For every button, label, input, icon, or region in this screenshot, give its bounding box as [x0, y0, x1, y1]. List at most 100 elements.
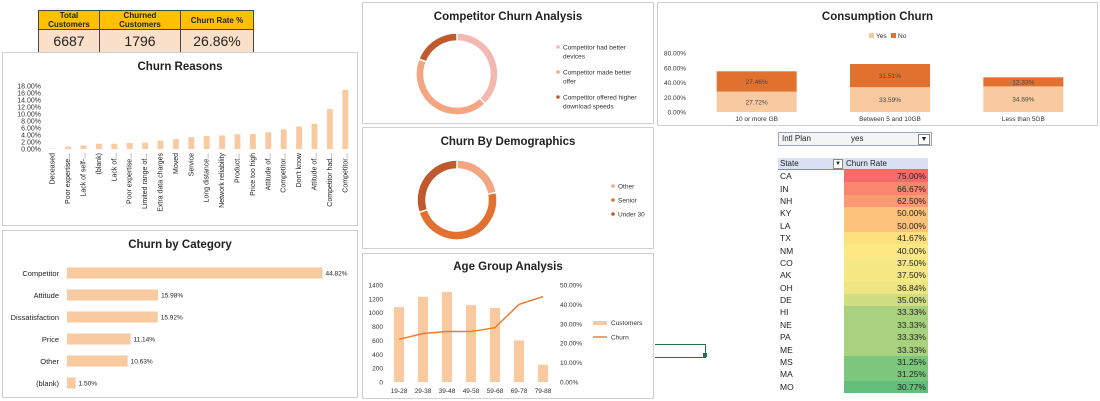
churn-rate-cell: 41.67% [844, 231, 928, 245]
table-row: IN 66.67% [778, 182, 928, 195]
x-tick-label: Between 5 and 10GB [859, 116, 921, 123]
y-tick-label: 2.00% [21, 140, 41, 147]
churn-line [398, 295, 544, 341]
churn-rate-cell: 33.33% [844, 318, 928, 332]
y-tick-label: 14.00% [17, 98, 41, 105]
x-tick-label: Product... [235, 153, 242, 183]
x-tick-label: Price too high [250, 153, 257, 196]
y-tick-label: 16.00% [17, 91, 41, 98]
x-tick-label: Lack of self-... [81, 153, 88, 197]
y-tick-label: 400 [372, 352, 383, 359]
bar-yes [983, 86, 1064, 112]
y-tick-label: 6.00% [21, 126, 41, 133]
legend-marker [611, 212, 615, 216]
category-label: Other [40, 357, 59, 366]
churn-rate-cell: 35.00% [844, 293, 928, 307]
demographics-panel[interactable]: Churn By Demographics Other Senior Under 3… [362, 127, 654, 249]
y-tick-label: 1200 [369, 296, 384, 303]
y-tick-label: 20.00% [664, 95, 686, 102]
churn-rate-cell: 50.00% [844, 207, 928, 220]
donut-slice [456, 32, 499, 105]
legend-label: download speeds [563, 104, 614, 111]
table-row: MA 31.25% [778, 368, 928, 381]
state-churn-table: State ▼ Churn Rate CA 75.00% IN 66.67% NH 62.… [778, 158, 928, 394]
fill-handle[interactable] [703, 353, 707, 357]
legend-label: Competitor offered higher [563, 95, 637, 102]
data-label: 15.98% [161, 293, 183, 300]
state-cell: MO [780, 381, 794, 392]
data-label: 31.51% [879, 73, 901, 80]
state-cell: MS [780, 357, 793, 368]
table-row: NH 62.50% [778, 194, 928, 208]
donut-slice [417, 32, 458, 63]
data-label: 27.46% [746, 79, 768, 86]
table-row: OH 36.84% [778, 281, 928, 294]
bar [311, 123, 318, 149]
x-tick-label: 29-38 [415, 388, 432, 395]
y-tick-label: 4.00% [21, 133, 41, 140]
x-tick-label: Poor expertise... [65, 153, 72, 204]
table-row: MO 30.77% [778, 380, 928, 394]
state-cell: DE [780, 295, 792, 306]
y-tick-label: 600 [372, 338, 383, 345]
donut-slice [456, 159, 498, 196]
x-tick-label: (blank) [96, 153, 103, 174]
category-label: Competitor [22, 269, 59, 278]
bar [296, 126, 303, 149]
filter-label: Intl Plan [782, 134, 811, 143]
competitor-churn-title: Competitor Churn Analysis [433, 11, 583, 23]
x-tick-label: Extra data charges [158, 153, 165, 212]
state-cell: ME [780, 344, 793, 355]
data-label: 12.33% [1012, 79, 1034, 86]
bar [111, 143, 118, 149]
churn-rate-cell: 33.33% [844, 306, 928, 319]
y2-tick-label: 50.00% [560, 283, 582, 290]
bar [441, 291, 453, 382]
x-tick-label: 10 or more GB [735, 116, 778, 123]
legend-label: Competitor made better [563, 70, 632, 77]
bar [67, 289, 159, 301]
table-row: CA 75.00% [778, 169, 928, 183]
churn-reasons-panel[interactable]: Churn Reasons 0.00% 2.00% 4.00% 6.00% 8.00% 1… [2, 52, 358, 226]
legend-marker [556, 45, 560, 49]
table-row: CO 37.50% [778, 256, 928, 270]
legend-marker [891, 33, 896, 38]
churn-category-panel[interactable]: Churn by Category Competitor 44.82% Attitu… [2, 230, 358, 398]
churn-rate-cell: 31.25% [844, 368, 928, 381]
legend-label: Other [618, 184, 635, 191]
y-tick-label: 40.00% [664, 80, 686, 87]
churn-reasons-chart: 0.00%2.00%4.00%6.00%8.00%10.00%12.00%14.… [17, 84, 349, 212]
legend-label: Senior [618, 198, 638, 205]
table-row: AK 37.50% [778, 269, 928, 282]
state-cell: LA [780, 220, 791, 231]
x-tick-label: Poor expertise... [127, 153, 134, 204]
x-tick-label: Less than 5GB [1002, 116, 1045, 123]
selected-cell[interactable] [655, 344, 706, 358]
category-label: (blank) [36, 379, 59, 388]
demographics-chart: Other Senior Under 30 [416, 159, 645, 241]
consumption-panel[interactable]: Consumption Churn 0.00% 20.00% 40.00% 60.00… [657, 2, 1098, 126]
legend-label: devices [563, 54, 586, 61]
x-tick-label: Attitude of... [265, 153, 272, 190]
table-row: NE 33.33% [778, 318, 928, 332]
filter-icon[interactable]: ▼ [918, 134, 930, 145]
bar [203, 136, 210, 149]
bar-yes [716, 91, 797, 112]
table-row: TX 41.67% [778, 231, 928, 245]
y-tick-label: 80.00% [664, 51, 686, 58]
age-group-chart: 0 200 400 600 800 1000 1200 1400 0.00% 10.00% 20.0… [369, 283, 644, 396]
y-tick-label: 18.00% [17, 84, 41, 91]
state-cell: MA [780, 369, 793, 380]
filter-icon[interactable]: ▼ [833, 159, 843, 169]
competitor-churn-panel[interactable]: Competitor Churn Analysis Competitor had… [362, 2, 654, 124]
legend-marker [556, 95, 560, 99]
state-header[interactable]: State ▼ [778, 158, 844, 170]
age-group-panel[interactable]: Age Group Analysis 0 200 400 600 800 1000 1200… [362, 253, 654, 399]
y-tick-label: 200 [372, 366, 383, 373]
x-tick-label: Service [188, 153, 195, 176]
churn-rate-cell: 62.50% [844, 194, 928, 208]
intl-plan-filter[interactable]: Intl Plan yes ▼ [778, 132, 932, 146]
y-tick-label: 0.00% [668, 110, 687, 117]
y2-tick-label: 20.00% [560, 341, 582, 348]
state-cell: HI [780, 307, 789, 318]
